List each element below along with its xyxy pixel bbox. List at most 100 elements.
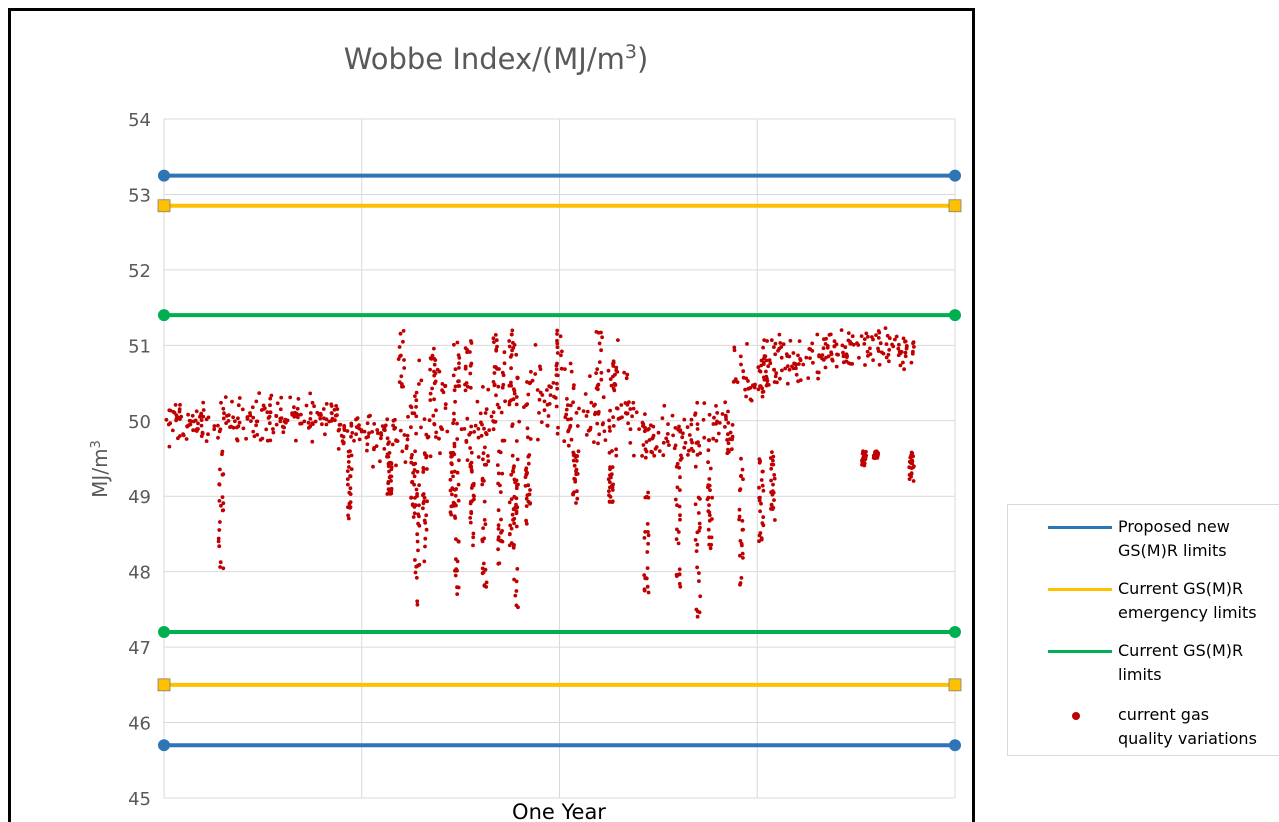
scatter-point <box>421 470 426 474</box>
scatter-point <box>697 579 701 583</box>
scatter-point <box>411 515 416 519</box>
scatter-point <box>457 356 462 360</box>
scatter-point <box>507 532 512 537</box>
scatter-point <box>471 543 475 548</box>
limit-endpoint-marker <box>157 678 171 692</box>
scatter-point <box>171 410 176 414</box>
scatter-point <box>642 429 647 434</box>
scatter-point <box>432 362 437 367</box>
scatter-point <box>694 549 699 553</box>
scatter-point <box>483 411 488 415</box>
scatter-point <box>784 352 789 356</box>
scatter-point <box>810 341 815 346</box>
scatter-point <box>661 453 666 458</box>
scatter-point <box>626 421 630 426</box>
scatter-point <box>885 333 890 338</box>
scatter-point <box>235 437 239 441</box>
scatter-point <box>909 461 913 465</box>
scatter-point <box>468 446 472 450</box>
scatter-point <box>738 581 743 585</box>
scatter-point <box>389 460 393 465</box>
scatter-point <box>774 371 779 376</box>
scatter-point <box>417 483 421 487</box>
scatter-point <box>597 432 602 437</box>
scatter-point <box>413 461 418 466</box>
scatter-point <box>512 521 516 526</box>
scatter-point <box>401 384 405 389</box>
scatter-point <box>335 407 340 411</box>
scatter-point <box>495 344 499 349</box>
scatter-point <box>512 577 516 582</box>
scatter-point <box>349 421 354 426</box>
scatter-point <box>430 386 434 391</box>
scatter-point <box>296 397 301 401</box>
scatter-point <box>419 425 423 430</box>
scatter-point <box>644 576 649 581</box>
scatter-point <box>432 381 437 386</box>
scatter-point <box>607 418 611 423</box>
scatter-point <box>201 408 206 412</box>
scatter-point <box>452 452 457 457</box>
scatter-point <box>346 482 350 487</box>
scatter-point <box>707 510 712 515</box>
scatter-point <box>496 384 501 389</box>
scatter-point <box>514 524 519 529</box>
scatter-point <box>594 330 599 334</box>
scatter-point <box>415 532 420 537</box>
chart-title: Wobbe Index/(MJ/m3) <box>344 41 649 76</box>
y-tick-label: 45 <box>128 789 151 810</box>
scatter-point <box>199 418 204 422</box>
scatter-point <box>365 421 370 426</box>
scatter-point <box>884 342 889 346</box>
scatter-point <box>200 430 205 435</box>
scatter-point <box>537 411 541 415</box>
scatter-point <box>218 560 223 565</box>
scatter-point <box>712 415 716 420</box>
scatter-point <box>877 362 882 367</box>
scatter-point <box>298 421 302 426</box>
scatter-point <box>228 425 232 429</box>
scatter-point <box>216 536 221 541</box>
scatter-point <box>174 413 179 418</box>
scatter-point <box>670 413 675 418</box>
scatter-point <box>164 417 169 422</box>
scatter-point <box>415 469 420 474</box>
scatter-point <box>195 427 200 431</box>
scatter-point <box>559 353 563 358</box>
scatter-point <box>191 428 196 433</box>
scatter-point <box>308 391 313 396</box>
scatter-point <box>410 453 414 457</box>
scatter-point <box>354 432 358 437</box>
scatter-point <box>545 423 550 428</box>
scatter-point <box>188 422 193 427</box>
scatter-point <box>515 376 520 381</box>
scatter-point <box>288 395 293 400</box>
scatter-point <box>476 427 481 431</box>
scatter-point <box>414 398 419 403</box>
scatter-point <box>695 427 700 431</box>
scatter-point <box>526 454 531 459</box>
scatter-point <box>761 360 766 365</box>
scatter-point <box>608 408 612 413</box>
scatter-point <box>335 413 339 417</box>
scatter-point <box>822 337 826 342</box>
scatter-point <box>555 361 559 366</box>
scatter-point <box>911 465 915 470</box>
scatter-point <box>725 438 729 442</box>
scatter-point <box>643 530 648 534</box>
scatter-point <box>714 421 718 426</box>
scatter-point <box>771 458 775 463</box>
scatter-point <box>348 500 353 504</box>
scatter-point <box>696 511 701 515</box>
scatter-point <box>911 340 916 345</box>
scatter-point <box>470 469 474 474</box>
scatter-point <box>715 411 720 415</box>
scatter-point <box>689 446 694 451</box>
scatter-point <box>220 472 225 477</box>
y-tick-label: 48 <box>128 563 151 584</box>
scatter-point <box>760 469 765 474</box>
scatter-point <box>825 344 830 348</box>
scatter-point <box>421 492 426 496</box>
scatter-point <box>568 361 573 366</box>
